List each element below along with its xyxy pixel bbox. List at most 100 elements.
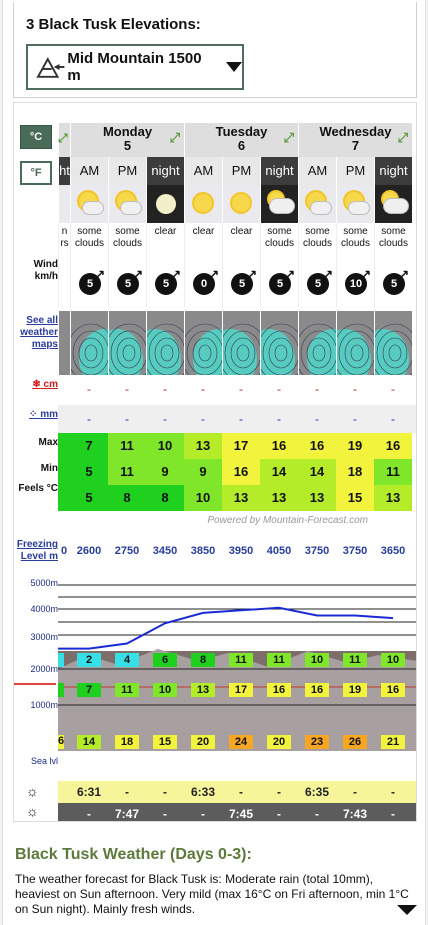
summary-text: The weather forecast for Black Tusk is: … [15,872,409,916]
freezing-level-line [58,606,394,650]
chart-temperature-badge: 23 [305,735,329,749]
time-8: night [374,157,412,185]
feels-temperature: 8 [108,485,146,511]
forecast-description: some clouds [108,223,146,263]
wind-cell: 5 ↗ [298,263,336,307]
expand-icon[interactable]: ⤢ [283,130,294,145]
weather-icon-cell [108,185,146,223]
min-temperature: 16 [222,459,260,485]
axis-1000: 1000m [30,700,58,710]
weather-icon-cell [298,185,336,223]
chart-temperature-badge: 11 [115,683,139,697]
rain-value: - [315,412,319,426]
expand-icon[interactable]: ⤢ [397,130,408,145]
rain-label[interactable]: ⁘ mm [14,409,58,421]
max-partial [58,433,70,459]
max-temperature: 7 [70,433,108,459]
wind-direction-icon: ↗ [323,267,334,281]
feels-label: Feels °C [18,483,58,494]
max-temperature: 11 [108,433,146,459]
day-date: 6 [237,138,246,153]
sun-cloud-icon [337,185,374,223]
day-name: Monday [102,124,153,139]
fahrenheit-button[interactable]: °F [20,161,52,185]
chart-temperature-badge: 26 [343,735,367,749]
chart-temperature-badge: 20 [191,735,215,749]
freezing-level-value: 3950 [228,545,254,557]
sunset-row-bg [58,803,416,821]
weather-icon-cell [70,185,108,223]
forecast-description: some clouds [260,223,298,263]
sunrise-value: - [277,785,281,799]
freezing-level-link[interactable]: Freezing Level m [16,539,58,562]
wind-direction-icon: ↗ [171,267,182,281]
min-temperature: 18 [336,459,374,485]
wind-cell-partial [58,263,70,307]
sunset-value: - [315,807,319,821]
sun-icon [223,185,260,223]
chart-temperature-badge: 10 [305,653,329,667]
freezing-level-value: 3750 [342,545,368,557]
day-name: Tuesday [215,124,268,139]
chart-temperature-badge: 16 [305,683,329,697]
max-temperature: 16 [260,433,298,459]
scroll-down-icon[interactable] [397,905,417,915]
cloud-icon [375,185,412,223]
weather-maps-link[interactable]: See all weather maps [20,315,58,350]
sunrise-value: - [163,785,167,799]
feels-temperature: 13 [222,485,260,511]
snow-value: - [353,382,357,396]
wind-direction-icon: ↗ [95,267,106,281]
time-6: AM [298,157,336,185]
sunset-value: - [201,807,205,821]
freezing-level-value: 3750 [304,545,330,557]
wind-direction-icon: ↗ [209,267,220,281]
forecast-description: some clouds [70,223,108,263]
snow-unit: cm [43,379,58,390]
snow-value: - [277,382,281,396]
wind-cell: 5 ↗ [260,263,298,307]
powered-by: Powered by Mountain-Forecast.com [207,515,368,526]
wind-speed: 5 [307,273,329,295]
wind-direction-icon: ↗ [285,267,296,281]
snow-value: - [87,382,91,396]
axis-2000: 2000m [30,664,58,674]
forecast-description: some clouds [336,223,374,263]
wind-speed: 5 [79,273,101,295]
expand-icon[interactable]: ⤢ [58,131,68,145]
day-header-monday: Monday 5 ⤢ [70,123,184,157]
snow-label[interactable]: ❄ cm [14,379,58,391]
raindrop-icon: ⁘ [29,409,38,420]
moon-icon [147,185,184,223]
time-5: night [260,157,298,185]
weather-icon-cell [260,185,298,223]
desc-partial: n rs [58,223,70,263]
time-1: PM [108,157,146,185]
feels-temperature: 15 [336,485,374,511]
wind-speed: 10 [345,273,367,295]
snowflake-icon: ❄ [32,379,41,390]
wind-speed: 5 [383,273,405,295]
feels-temperature: 13 [298,485,336,511]
chevron-down-icon [226,62,242,72]
chart-temperature-badge: 11 [343,653,367,667]
feels-temperature: 13 [374,485,412,511]
elevation-select[interactable]: Mid Mountain 1500 m [26,44,244,90]
snow-value: - [201,382,205,396]
day-header-wednesday: Wednesday 7 ⤢ [298,123,412,157]
wind-label: Wind km/h [33,259,58,282]
sunset-icon: ☼ [26,803,39,819]
elevation-selected: Mid Mountain 1500 m [67,50,202,84]
chart-temperature-badge: 14 [77,735,101,749]
sunrise-value: 6:33 [190,785,216,799]
day-date: 5 [123,138,132,153]
freezing-level-value: 2600 [76,545,102,557]
max-temperature: 10 [146,433,184,459]
expand-icon[interactable]: ⤢ [169,130,180,145]
feels-temperature: 10 [184,485,222,511]
wind-speed: 5 [155,273,177,295]
celsius-button[interactable]: °C [20,125,52,149]
sunset-value: - [391,807,395,821]
rain-unit: mm [40,409,58,420]
min-temperature: 9 [146,459,184,485]
